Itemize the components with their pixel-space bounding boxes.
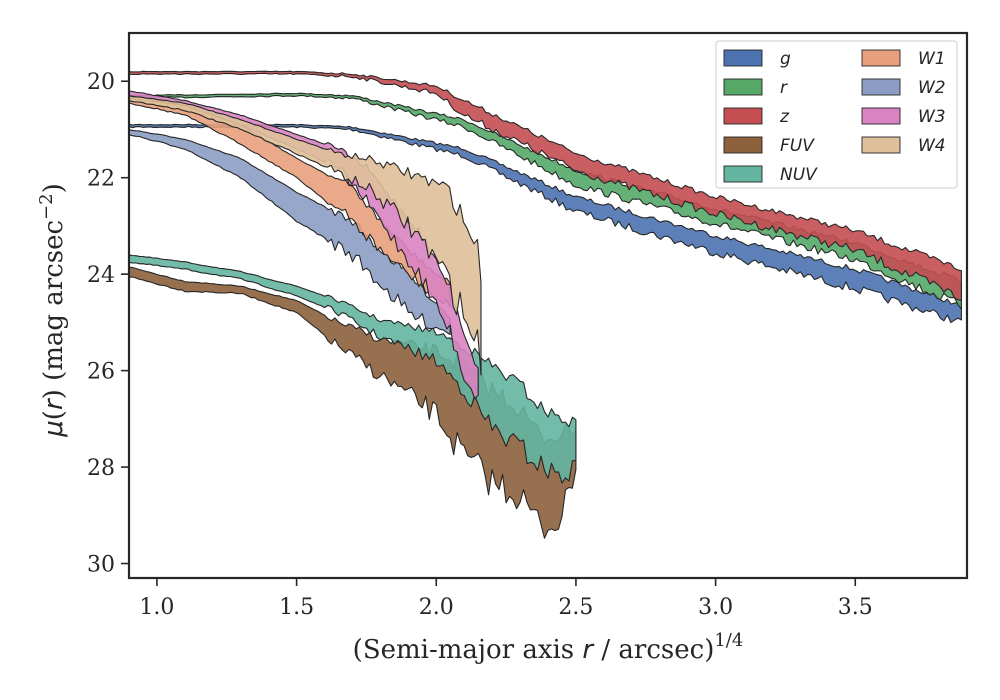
x-tick-label: 1.0: [139, 595, 174, 620]
legend-label-g: g: [780, 49, 791, 69]
y-tick-label: 28: [87, 456, 115, 481]
band-g: [128, 123, 962, 324]
y-axis-label: μ(r) (mag arcsec−2): [36, 183, 69, 438]
band-z: [128, 70, 962, 302]
legend-swatch-fuv: [723, 136, 763, 154]
x-axis-label: (Semi-major axis r / arcsec)1/4: [353, 630, 744, 665]
legend-label-w2: W2: [918, 78, 946, 98]
y-tick-label: 30: [87, 553, 115, 578]
legend: grz FUV NUV W1 W2 W3 W4: [715, 40, 958, 189]
legend-swatch-r: [723, 78, 763, 96]
legend-swatch-w2: [861, 78, 901, 96]
legend-label-z: z: [779, 107, 790, 127]
legend-swatch-w1: [861, 49, 901, 67]
x-axis: 1.0 1.5 2.0 2.5 3.0 3.5: [139, 578, 873, 620]
band-nuv: [128, 254, 577, 484]
legend-swatch-w3: [861, 107, 901, 125]
legend-label-w4: W4: [918, 136, 946, 156]
legend-label-fuv: FUV: [780, 136, 815, 156]
x-tick-label: 3.5: [838, 595, 873, 620]
y-tick-label: 24: [87, 263, 115, 288]
bands-layer: [128, 70, 962, 539]
band-w2: [128, 129, 451, 336]
y-axis: 20 22 24 26 28 30: [87, 70, 129, 578]
band-w4: [128, 95, 482, 376]
legend-swatch-nuv: [723, 165, 763, 183]
plot-frame: [127, 31, 969, 580]
x-tick-label: 3.0: [698, 595, 733, 620]
legend-label-r: r: [780, 78, 788, 98]
y-tick-label: 26: [87, 360, 115, 385]
legend-swatch-z: [723, 107, 763, 125]
legend-label-w3: W3: [918, 107, 946, 127]
x-tick-label: 1.5: [279, 595, 314, 620]
legend-label-nuv: NUV: [780, 165, 818, 185]
x-tick-label: 2.5: [558, 595, 593, 620]
band-r: [128, 92, 962, 310]
legend-swatch-w4: [861, 136, 901, 154]
y-tick-label: 22: [87, 167, 115, 192]
legend-swatch-g: [723, 49, 763, 67]
x-tick-label: 2.0: [419, 595, 454, 620]
legend-label-w1: W1: [918, 49, 946, 69]
y-tick-label: 20: [87, 70, 115, 95]
